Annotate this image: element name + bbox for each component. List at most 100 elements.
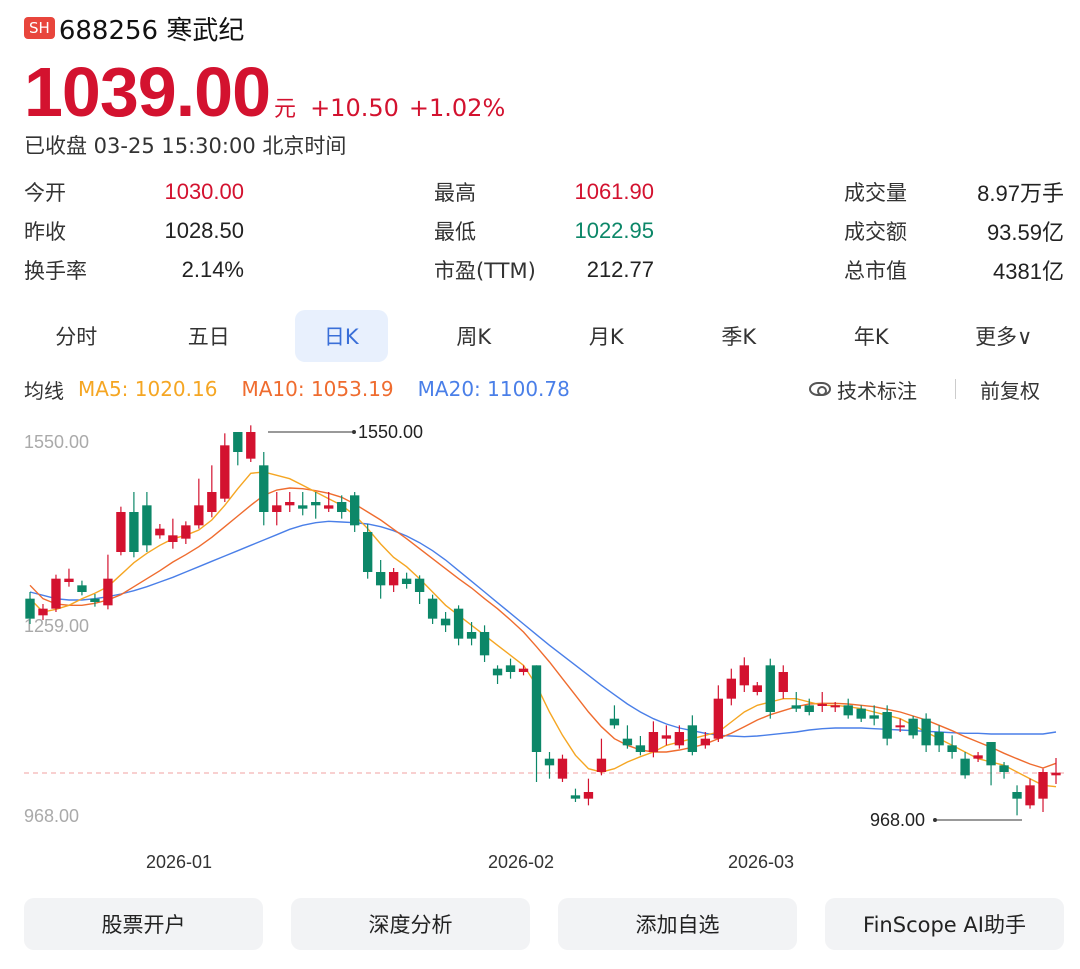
stat-value: 1030.00 — [164, 178, 244, 204]
stat-value: 212.77 — [586, 256, 654, 282]
kline-chart[interactable]: 1550.00 1259.00 968.00 2026-01 2026-02 2… — [0, 410, 1080, 880]
candle-body — [557, 758, 568, 779]
candle-body — [1038, 772, 1048, 799]
candle-body — [25, 598, 35, 619]
stock-title: 688256 寒武纪 — [58, 15, 245, 46]
candle-body — [479, 632, 490, 656]
candle-body — [51, 578, 61, 609]
deep-analysis-button[interactable]: 深度分析 — [291, 898, 530, 950]
candle-body — [609, 718, 620, 726]
candle-body — [90, 598, 100, 602]
tab-daily-k[interactable]: 日K — [295, 310, 388, 362]
candle-body — [233, 432, 243, 452]
candle-body — [181, 525, 191, 539]
candle-body — [791, 705, 801, 709]
stats-row: 今开 1030.00 最高 1061.90 成交量 8.97万手 — [24, 172, 1064, 211]
stat-value: 4381亿 — [993, 258, 1064, 284]
max-annotation: 1550.00 — [268, 422, 423, 442]
stat-prev-close: 昨收 1028.50 — [24, 216, 244, 246]
tab-monthly-k[interactable]: 月K — [588, 325, 624, 349]
candle-body — [388, 572, 399, 586]
candle-body — [830, 705, 840, 708]
tab-five-day[interactable]: 五日 — [187, 325, 230, 349]
stat-low: 最低 1022.95 — [434, 216, 654, 246]
stat-label: 市盈(TTM) — [434, 258, 536, 283]
candle-body — [752, 685, 762, 692]
candle-body — [337, 502, 347, 512]
ma5-line — [29, 471, 1057, 788]
ma10-value: MA10: 1053.19 — [241, 377, 394, 401]
stat-market-cap: 总市值 4381亿 — [844, 254, 1064, 286]
candle-body — [700, 738, 711, 746]
candle-body — [492, 668, 503, 676]
stat-pe-ttm: 市盈(TTM) 212.77 — [434, 255, 654, 285]
ma-label: 均线 — [24, 378, 64, 403]
stat-label: 今开 — [24, 180, 66, 205]
eye-icon — [809, 382, 831, 396]
market-status: 已收盘 03-25 15:30:00 北京时间 — [24, 134, 347, 158]
stat-label: 换手率 — [24, 258, 87, 283]
y-tick-top: 1550.00 — [24, 432, 89, 452]
candle-body — [440, 618, 451, 626]
candle-body — [648, 732, 659, 752]
tab-quarterly-k[interactable]: 季K — [721, 325, 757, 349]
candle-body — [259, 465, 269, 512]
candle-body — [207, 492, 217, 512]
stat-label: 总市值 — [844, 258, 907, 283]
candle-body — [843, 705, 853, 716]
open-account-button[interactable]: 股票开户 — [24, 898, 263, 950]
ma5-value: MA5: 1020.16 — [78, 377, 218, 401]
stat-label: 成交量 — [844, 180, 907, 205]
x-tick-feb: 2026-02 — [488, 852, 554, 872]
tab-more[interactable]: 更多∨ — [975, 325, 1033, 349]
stat-high: 最高 1061.90 — [434, 177, 654, 207]
price-change-pct: +1.02% — [408, 94, 506, 122]
candle-body — [921, 718, 931, 746]
max-leader-dot — [352, 430, 356, 434]
candle-body — [311, 502, 321, 506]
candle-body — [882, 712, 892, 739]
candle-body — [194, 505, 204, 526]
add-watchlist-button[interactable]: 添加自选 — [558, 898, 797, 950]
candle-body — [804, 705, 814, 712]
y-axis-labels: 1550.00 1259.00 968.00 — [24, 432, 89, 826]
candle-body — [687, 725, 698, 752]
stat-label: 最低 — [434, 219, 476, 244]
candle-body — [401, 578, 412, 584]
candle-body — [622, 738, 633, 746]
candle-body — [739, 665, 749, 686]
candle-body — [583, 792, 594, 799]
stat-value: 93.59亿 — [986, 219, 1064, 245]
price-row: 1039.00 元 +10.50 +1.02% — [24, 52, 506, 131]
candle-body — [142, 505, 152, 546]
finscope-ai-button[interactable]: FinScope AI助手 — [825, 898, 1064, 950]
candle-body — [298, 505, 308, 509]
candle-body — [453, 608, 464, 639]
chart-options: 技术标注 前复权 — [809, 374, 1064, 404]
candle-body — [518, 668, 529, 672]
candle-body — [324, 505, 334, 509]
candle-body — [272, 505, 282, 512]
candle-body — [285, 502, 295, 506]
tab-yearly-k[interactable]: 年K — [853, 325, 889, 349]
candle-body — [155, 528, 165, 536]
candle-body — [765, 665, 775, 712]
candle-body — [674, 732, 685, 746]
tab-intraday[interactable]: 分时 — [55, 325, 98, 349]
stat-value: 1022.95 — [574, 217, 654, 243]
tech-annotation-toggle[interactable]: 技术标注 — [837, 378, 917, 403]
candle-body — [934, 732, 944, 746]
candle-body — [1012, 792, 1022, 799]
candle-body — [168, 535, 178, 542]
candle-body — [1025, 785, 1035, 806]
tab-weekly-k[interactable]: 周K — [456, 325, 492, 349]
candle-body — [466, 632, 477, 639]
candle-body — [869, 715, 879, 719]
candle-body — [116, 512, 126, 552]
candle-body — [726, 678, 736, 699]
stat-turnover-rate: 换手率 2.14% — [24, 255, 244, 285]
candle-body — [246, 432, 256, 459]
candle-body — [570, 795, 581, 799]
quote-stats: 今开 1030.00 最高 1061.90 成交量 8.97万手 昨收 1028.50 … — [24, 172, 1064, 289]
adjust-mode-toggle[interactable]: 前复权 — [980, 378, 1040, 403]
